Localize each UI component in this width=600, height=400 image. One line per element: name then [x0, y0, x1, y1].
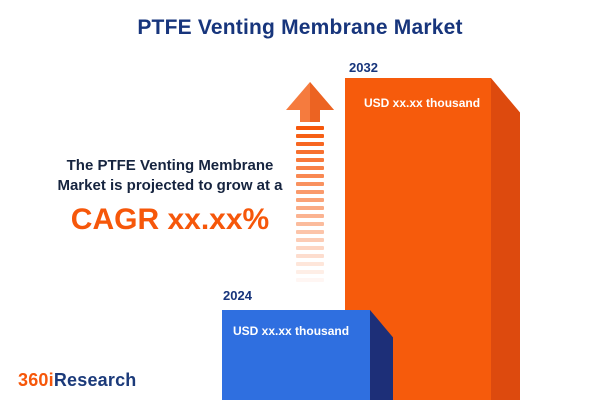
- logo-research: Research: [53, 370, 137, 390]
- description-line-2: Market is projected to grow at a: [57, 177, 283, 194]
- year-label-2032: 2032: [349, 60, 378, 75]
- bar-2024: [222, 310, 370, 400]
- value-label-2032: USD xx.xx thousand: [364, 96, 481, 110]
- cagr-text: CAGR xx.xx%: [70, 203, 270, 236]
- description-line-1: The PTFE Venting Membrane: [66, 157, 274, 174]
- logo-360i: 360i: [18, 370, 54, 390]
- growth-arrow-head-icon: [286, 82, 334, 122]
- description-block: The PTFE Venting Membrane Market is proj…: [38, 156, 302, 236]
- value-label-2024: USD xx.xx thousand: [233, 324, 350, 338]
- arrow-shaft: [296, 126, 324, 286]
- page-title: PTFE Venting Membrane Market: [137, 16, 463, 39]
- bar-2032-side-face: [491, 78, 520, 400]
- logo: 360iResearch: [18, 370, 137, 391]
- year-label-2024: 2024: [223, 288, 252, 303]
